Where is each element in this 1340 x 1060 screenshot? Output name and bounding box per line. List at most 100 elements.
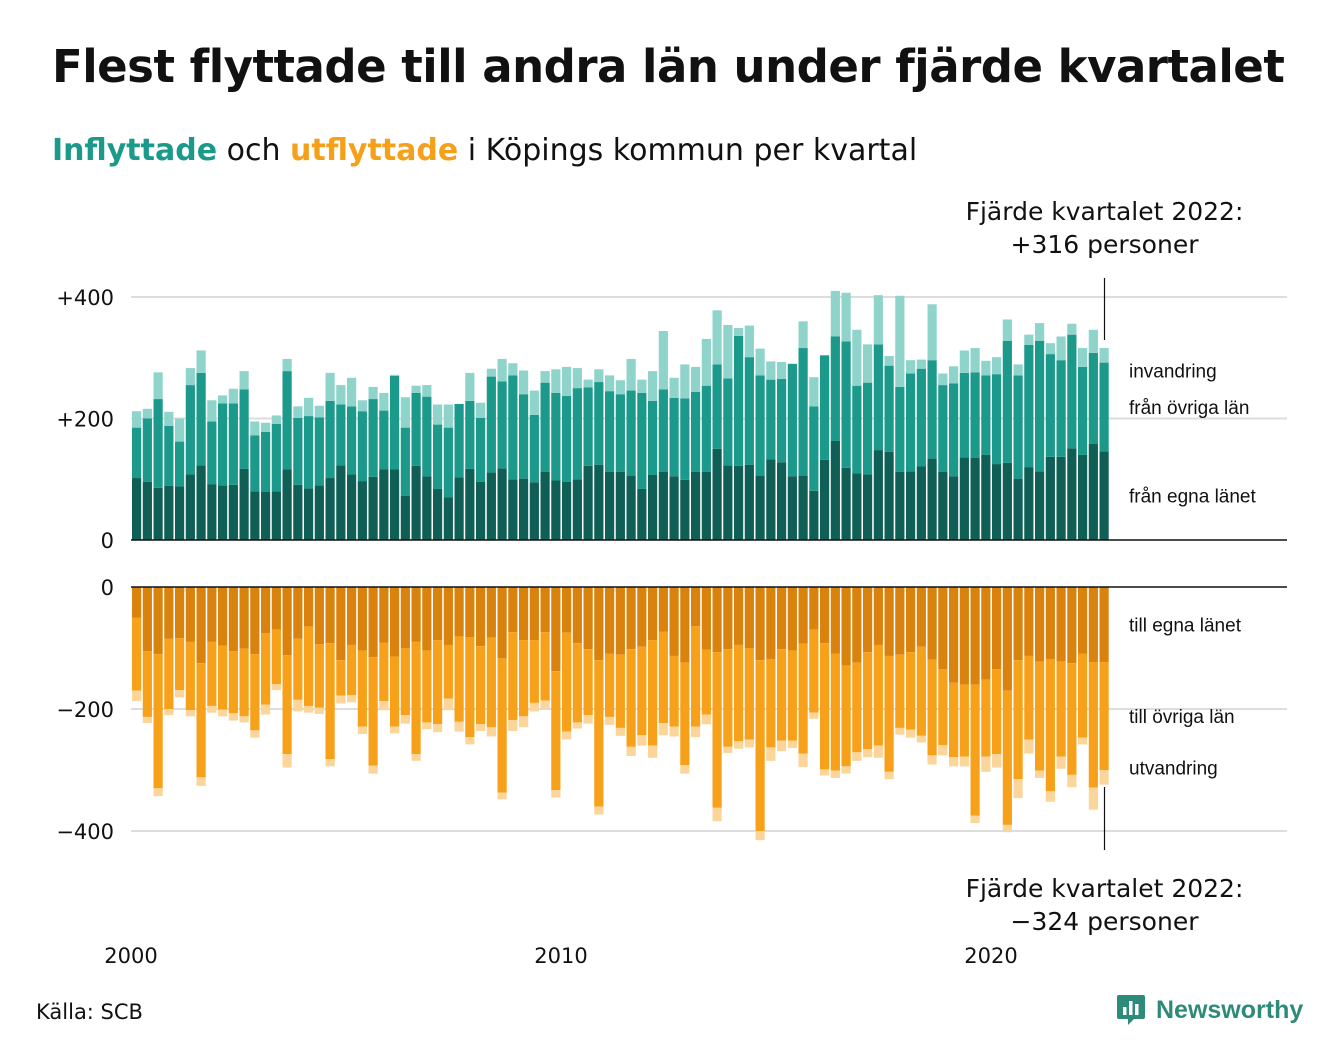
- bar-out-1-15: [293, 638, 303, 700]
- bar-in-2-81: [1002, 319, 1012, 341]
- bar-out-2-31: [465, 737, 475, 745]
- bar-in-1-56: [734, 335, 744, 466]
- bar-in-2-89: [1088, 329, 1098, 353]
- bar-in-0-80: [992, 464, 1002, 540]
- bar-in-0-74: [927, 458, 937, 540]
- bar-in-0-31: [465, 468, 475, 540]
- bar-out-2-53: [701, 714, 711, 725]
- bar-in-1-3: [164, 425, 174, 486]
- bar-in-0-17: [314, 485, 324, 540]
- bar-in-0-47: [637, 488, 647, 540]
- bar-out-2-14: [282, 754, 292, 768]
- bar-out-0-36: [519, 587, 529, 641]
- bar-in-1-45: [615, 394, 625, 472]
- bar-out-2-75: [938, 744, 948, 756]
- bar-out-1-21: [357, 650, 367, 727]
- bar-out-2-30: [454, 721, 464, 732]
- bar-in-0-55: [723, 465, 733, 540]
- bar-out-0-83: [1024, 587, 1034, 656]
- newsworthy-logo-icon: [1117, 995, 1145, 1025]
- bar-out-0-48: [648, 587, 658, 641]
- bar-out-0-5: [185, 587, 195, 642]
- bar-out-2-72: [906, 729, 916, 738]
- bar-in-1-33: [486, 376, 496, 473]
- bar-in-1-68: [863, 382, 873, 475]
- bar-in-1-77: [959, 372, 969, 458]
- bar-out-1-32: [476, 646, 486, 725]
- bar-out-1-5: [185, 641, 195, 711]
- bar-out-0-33: [486, 587, 496, 638]
- bar-in-1-42: [583, 387, 593, 466]
- bar-out-0-26: [411, 587, 421, 642]
- bar-out-2-60: [777, 740, 787, 752]
- bar-in-2-1: [142, 408, 152, 419]
- bar-in-0-23: [379, 469, 389, 540]
- bar-out-1-68: [863, 652, 873, 750]
- bar-in-1-55: [723, 378, 733, 466]
- subtitle-inflyttade: Inflyttade: [52, 133, 218, 168]
- bar-out-0-46: [626, 587, 636, 650]
- bar-in-0-67: [852, 473, 862, 540]
- bar-in-2-73: [916, 359, 926, 369]
- bar-in-0-61: [787, 476, 797, 540]
- bar-out-0-12: [261, 587, 271, 634]
- bar-in-2-4: [175, 418, 185, 442]
- bar-in-0-58: [755, 475, 765, 540]
- bar-out-2-33: [486, 727, 496, 737]
- bar-out-0-66: [841, 587, 851, 666]
- bar-out-1-33: [486, 637, 496, 728]
- bar-out-0-38: [540, 587, 550, 633]
- bar-in-1-50: [669, 397, 679, 477]
- bar-in-1-70: [884, 365, 894, 452]
- bar-in-1-18: [325, 400, 335, 479]
- bar-in-1-57: [744, 357, 754, 465]
- bar-out-0-74: [927, 587, 937, 660]
- bar-out-1-57: [744, 648, 754, 740]
- bar-in-2-63: [809, 377, 819, 407]
- bar-in-0-15: [293, 484, 303, 540]
- bar-out-1-2: [153, 654, 163, 789]
- bar-in-1-76: [949, 383, 959, 477]
- bar-out-1-12: [261, 633, 271, 705]
- bar-out-1-83: [1024, 655, 1034, 740]
- bar-out-2-23: [379, 701, 389, 711]
- bar-in-1-29: [443, 427, 453, 498]
- bar-out-0-17: [314, 587, 324, 645]
- bar-out-2-50: [669, 726, 679, 737]
- bar-out-0-35: [508, 587, 518, 633]
- bar-in-1-67: [852, 385, 862, 474]
- annotation-bottom-line-1: −324 personer: [1011, 907, 1200, 936]
- bar-in-1-65: [830, 336, 840, 441]
- bar-in-2-18: [325, 372, 335, 401]
- bar-in-0-85: [1045, 456, 1055, 540]
- bar-out-0-40: [562, 587, 572, 633]
- bar-out-2-76: [949, 757, 959, 767]
- bar-in-2-72: [906, 360, 916, 374]
- bar-out-0-53: [701, 587, 711, 650]
- bar-in-0-66: [841, 467, 851, 540]
- bar-in-2-15: [293, 406, 303, 418]
- bar-in-1-36: [519, 394, 529, 479]
- bar-in-2-42: [583, 379, 593, 388]
- bar-in-1-64: [820, 355, 830, 460]
- bar-in-1-23: [379, 410, 389, 470]
- bar-in-1-32: [476, 417, 486, 482]
- bar-in-0-69: [873, 450, 883, 540]
- bar-in-0-0: [132, 478, 142, 540]
- bar-in-0-51: [680, 479, 690, 540]
- bar-out-1-27: [422, 650, 432, 723]
- bar-out-1-56: [734, 644, 744, 742]
- bar-in-0-62: [798, 475, 808, 540]
- bar-in-1-60: [777, 379, 787, 463]
- bar-in-2-52: [691, 366, 701, 392]
- bar-in-1-28: [433, 424, 443, 489]
- bar-in-2-12: [261, 422, 271, 432]
- bar-in-2-2: [153, 372, 163, 400]
- bar-out-1-77: [959, 684, 969, 757]
- bar-out-1-70: [884, 655, 894, 772]
- bar-out-2-43: [594, 806, 604, 815]
- bar-out-0-56: [734, 587, 744, 645]
- bar-in-2-62: [798, 321, 808, 349]
- bar-in-0-3: [164, 485, 174, 540]
- y-tick-top-1: +200: [56, 408, 114, 432]
